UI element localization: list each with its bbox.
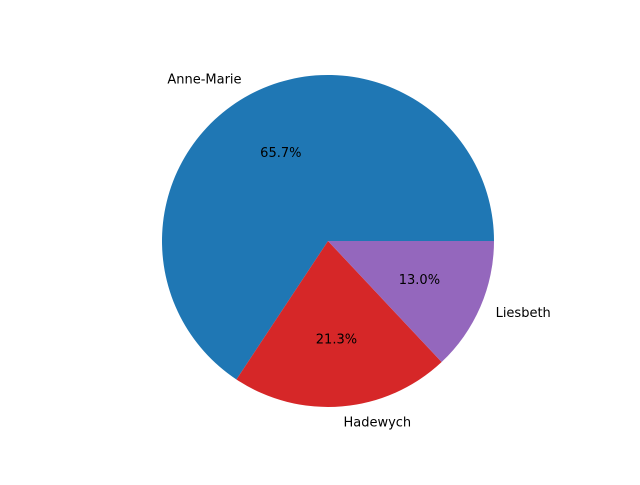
labels-layer: Anne-Marie 65.7% Hadewych 21.3% Liesbeth 13.0… xyxy=(167,73,550,431)
slice-percent-hadewych: 21.3% xyxy=(316,333,357,348)
slice-percent-anne-marie: 65.7% xyxy=(260,146,301,161)
pie-slice-liesbeth xyxy=(328,241,494,363)
slices-layer xyxy=(161,74,494,407)
pie-slice-hadewych xyxy=(236,241,442,407)
slice-percent-liesbeth: 13.0% xyxy=(399,273,440,288)
slice-label-hadewych: Hadewych xyxy=(343,415,411,430)
slice-label-liesbeth: Liesbeth xyxy=(496,306,551,321)
pie-slice-anne-marie xyxy=(161,74,494,380)
slice-label-anne-marie: Anne-Marie xyxy=(167,73,241,88)
